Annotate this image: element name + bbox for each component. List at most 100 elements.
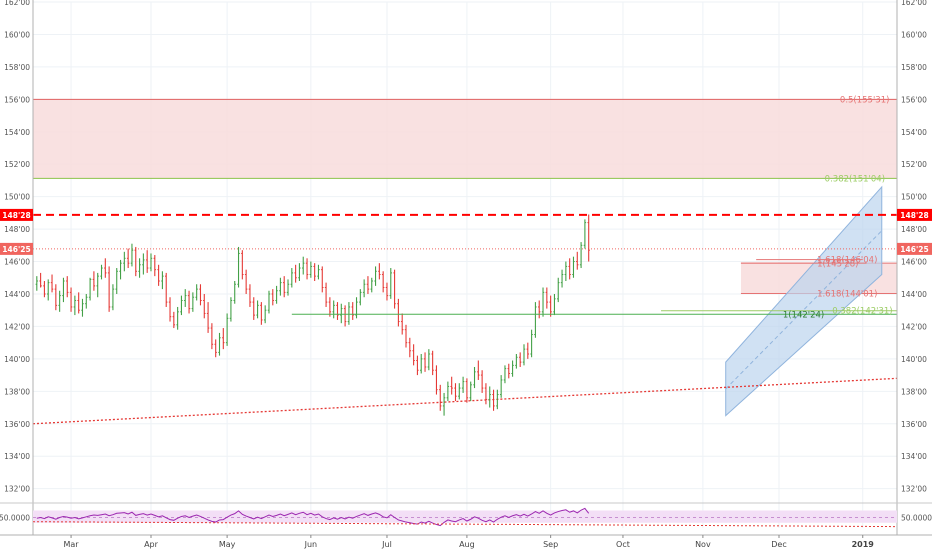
price-tag-left <box>0 242 33 255</box>
price-bar <box>503 365 507 384</box>
price-bar <box>534 302 537 338</box>
price-tag-right <box>897 242 932 255</box>
price-bar <box>378 263 381 280</box>
price-bar <box>560 269 564 288</box>
price-bar <box>442 392 446 416</box>
y-tick-label-right: 146'00 <box>901 258 927 267</box>
price-bar <box>515 354 518 369</box>
y-tick-label-left: 154'00 <box>4 128 30 137</box>
price-bar <box>400 313 404 335</box>
price-bar <box>149 253 153 272</box>
axes <box>0 0 932 536</box>
price-bar <box>145 250 149 273</box>
y-tick-label-right: 148'00 <box>901 225 927 234</box>
y-tick-label-right: 136'00 <box>901 420 927 429</box>
y-tick-label-left: 142'00 <box>4 322 30 331</box>
price-bar <box>465 378 469 403</box>
y-tick-label-left: 162'00 <box>4 0 30 7</box>
price-axis-ticks: 132'00 132'00 134'00 134'00 136'00 136'00 138'… <box>4 0 927 494</box>
price-bar <box>100 264 103 280</box>
price-bar <box>107 266 111 312</box>
price-bar <box>275 285 278 304</box>
x-tick-label: Oct <box>616 540 630 549</box>
price-bar <box>359 289 362 306</box>
indicator-line <box>36 507 590 527</box>
price-bar <box>142 253 145 275</box>
price-bar <box>39 272 42 288</box>
horizontal-levels <box>33 213 897 250</box>
y-tick-label-right: 134'00 <box>901 452 927 461</box>
price-bar <box>431 350 434 376</box>
price-bar <box>538 300 541 319</box>
price-tag-right <box>897 208 932 221</box>
y-tick-label-right: 144'00 <box>901 290 927 299</box>
price-bar <box>408 337 412 358</box>
y-tick-label-left: 138'00 <box>4 387 30 396</box>
price-bar <box>374 266 377 286</box>
price-bar <box>66 276 69 298</box>
price-bar <box>477 360 480 380</box>
price-bar <box>92 271 96 291</box>
price-bar <box>572 256 575 278</box>
x-tick-label: Sep <box>543 540 558 549</box>
price-bar <box>385 282 389 301</box>
price-bar <box>290 268 294 288</box>
y-tick-label-left: 134'00 <box>4 452 30 461</box>
price-bar <box>321 266 324 293</box>
price-bar <box>420 354 423 374</box>
price-bar <box>69 287 73 312</box>
price-bar <box>362 279 366 298</box>
price-bar <box>271 289 275 306</box>
price-bar <box>541 287 545 317</box>
price-bar <box>324 282 328 307</box>
price-bar <box>332 300 335 319</box>
price-bar <box>393 269 396 309</box>
price-bar <box>351 302 354 320</box>
price-tag-right-label: 146'25 <box>900 245 928 254</box>
price-bar <box>423 352 427 372</box>
price-bar <box>237 246 240 288</box>
price-bar <box>545 287 549 309</box>
indicator-trendline <box>32 521 898 528</box>
price-bar <box>54 284 58 311</box>
y-tick-label-right: 140'00 <box>901 355 927 364</box>
price-bar <box>180 295 183 316</box>
price-bar <box>96 272 99 298</box>
price-bar <box>298 263 301 282</box>
price-bar <box>203 293 206 319</box>
y-tick-label-left: 136'00 <box>4 420 30 429</box>
price-bar <box>35 276 39 291</box>
price-bar <box>499 375 503 398</box>
price-tag-right-label: 148'28 <box>900 211 928 220</box>
price-bar <box>302 256 305 275</box>
support-trendline <box>32 377 898 425</box>
price-bar <box>553 293 556 316</box>
price-bars <box>35 214 590 416</box>
price-bar <box>313 263 316 282</box>
price-bar <box>587 214 590 262</box>
indicator-label-right: 50.0000 <box>901 514 932 523</box>
y-tick-label-right: 162'00 <box>901 0 927 7</box>
price-bar <box>576 251 579 270</box>
x-tick-label: Nov <box>695 540 711 549</box>
price-tags: 148'28 148'28 146'25 146'25 <box>0 208 932 255</box>
price-bar <box>568 258 571 280</box>
y-tick-label-left: 160'00 <box>4 30 30 39</box>
price-bar <box>564 261 568 282</box>
price-bar <box>263 305 267 324</box>
price-bar <box>488 386 491 408</box>
price-bar <box>439 384 442 411</box>
price-bar <box>47 279 50 301</box>
price-bar <box>511 360 514 377</box>
price-bar <box>557 277 560 303</box>
x-tick-label: Mar <box>64 540 80 549</box>
price-bar <box>340 303 343 324</box>
x-tick-label: Dec <box>771 540 786 549</box>
price-bar <box>252 297 255 320</box>
price-bar <box>446 381 450 402</box>
price-bar <box>104 258 107 278</box>
price-bar <box>168 297 172 322</box>
price-bar <box>469 381 472 402</box>
price-bar <box>73 295 77 316</box>
